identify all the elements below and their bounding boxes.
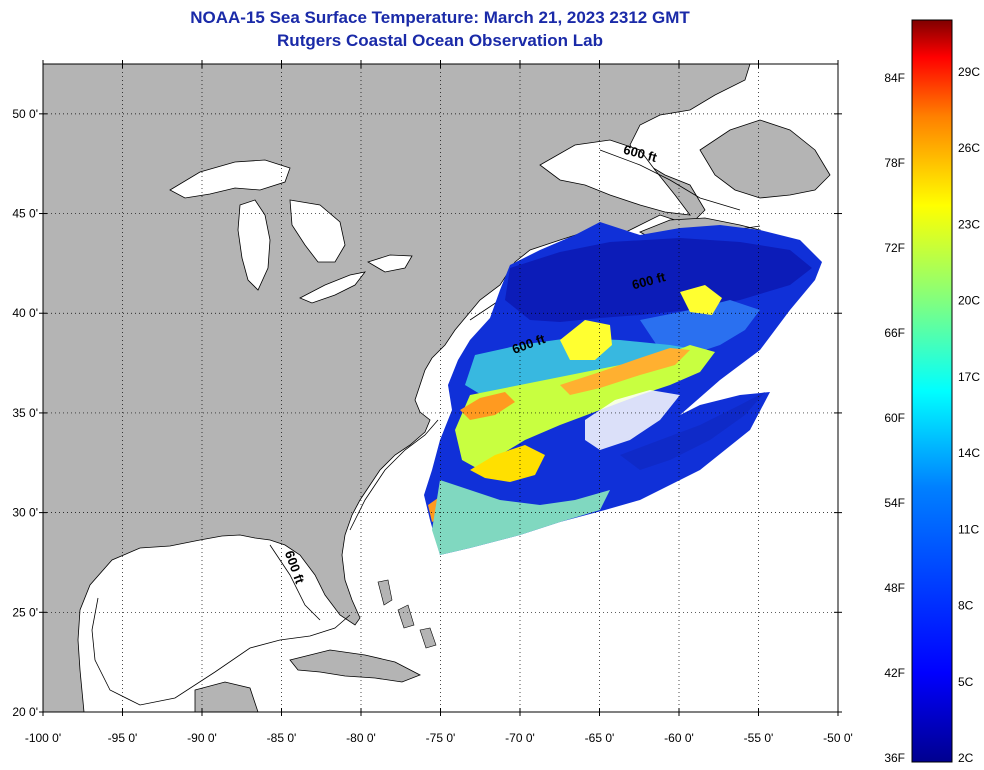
lon-tick-label: -75 0' (426, 731, 456, 745)
lat-tick-label: 45 0' (12, 207, 38, 221)
lon-tick-label: -55 0' (744, 731, 774, 745)
lake-huron (289, 199, 346, 263)
colorbar-c-label: 5C (958, 675, 974, 689)
lat-tick-label: 35 0' (12, 406, 38, 420)
lon-tick-label: -65 0' (585, 731, 615, 745)
colorbar-celsius-labels: 29C 26C 23C 20C 17C 14C 11C 8C 5C 2C (958, 65, 980, 765)
colorbar-f-label: 42F (884, 666, 905, 680)
colorbar-f-label: 78F (884, 156, 905, 170)
lat-tick-label: 50 0' (12, 107, 38, 121)
lon-tick-label: -90 0' (187, 731, 217, 745)
sst-swath (424, 222, 822, 555)
colorbar-f-label: 48F (884, 581, 905, 595)
lake-michigan (237, 199, 271, 291)
colorbar-f-label: 60F (884, 411, 905, 425)
lake-erie (299, 271, 366, 304)
map-title: NOAA-15 Sea Surface Temperature: March 2… (190, 8, 690, 27)
map-subtitle: Rutgers Coastal Ocean Observation Lab (277, 31, 603, 50)
lon-tick-label: -60 0' (664, 731, 694, 745)
lon-tick-label: -85 0' (267, 731, 297, 745)
gulf-st-lawrence (539, 139, 691, 216)
colorbar-f-label: 36F (884, 751, 905, 765)
colorbar-c-label: 8C (958, 599, 974, 613)
land-bahamas (377, 579, 437, 649)
colorbar-c-label: 26C (958, 141, 980, 155)
colorbar-c-label: 14C (958, 446, 980, 460)
colorbar-f-label: 72F (884, 241, 905, 255)
colorbar-f-label: 84F (884, 71, 905, 85)
lake-superior (169, 159, 291, 199)
colorbar-c-label: 23C (958, 217, 980, 231)
lat-tick-label: 40 0' (12, 306, 38, 320)
lat-tick-label: 25 0' (12, 605, 38, 619)
colorbar-c-label: 29C (958, 65, 980, 79)
land-cuba (289, 649, 421, 683)
land-yucatan (194, 681, 259, 712)
lon-tick-label: -80 0' (346, 731, 376, 745)
colorbar-c-label: 17C (958, 370, 980, 384)
colorbar-fahrenheit-labels: 84F 78F 72F 66F 60F 54F 48F 42F 36F (884, 71, 905, 765)
lon-tick-label: -95 0' (108, 731, 138, 745)
colorbar-c-label: 11C (958, 522, 979, 536)
land-newfoundland (699, 119, 831, 199)
lat-tick-label: 20 0' (12, 705, 38, 719)
lon-tick-label: -50 0' (823, 731, 853, 745)
land-north-america (43, 64, 751, 712)
latitude-tick-labels: 50 0' 45 0' 40 0' 35 0' 30 0' 25 0' 20 0' (12, 107, 842, 719)
colorbar-f-label: 66F (884, 326, 905, 340)
lon-tick-label: -100 0' (25, 731, 61, 745)
lat-tick-label: 30 0' (12, 506, 38, 520)
colorbar (911, 19, 953, 763)
colorbar-c-label: 2C (958, 751, 974, 765)
colorbar-c-label: 20C (958, 294, 980, 308)
longitude-tick-labels: -100 0' -95 0' -90 0' -85 0' -80 0' -75 0' -70… (25, 60, 853, 745)
colorbar-f-label: 54F (884, 496, 905, 510)
lon-tick-label: -70 0' (505, 731, 535, 745)
lake-ontario (367, 254, 413, 273)
